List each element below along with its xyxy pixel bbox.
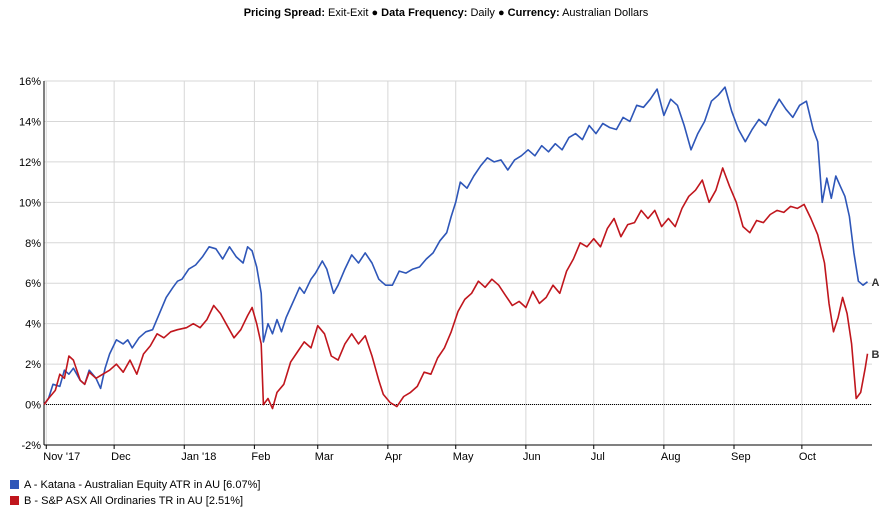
pricing-spread-label: Pricing Spread: — [243, 7, 325, 19]
x-tick-label: Dec — [111, 451, 131, 463]
line-chart: -2% 0% 2% 4% 6% 8% 10% 12% 14% 16% Nov '17 Dec Jan '… — [19, 76, 880, 463]
y-tick-label: 4% — [25, 319, 41, 331]
x-tick-label: Jul — [591, 451, 605, 463]
x-tick-label: Nov '17 — [43, 451, 80, 463]
y-tick-label: 12% — [19, 157, 41, 169]
y-tick-label: -2% — [21, 440, 41, 452]
header-separator: ● — [497, 7, 505, 19]
x-tick-label: Sep — [731, 451, 751, 463]
y-tick-label: 14% — [19, 116, 41, 128]
x-tick-label: Feb — [251, 451, 270, 463]
x-tick-label: May — [453, 451, 474, 463]
y-tick-label: 10% — [19, 197, 41, 209]
y-tick-label: 0% — [25, 400, 41, 412]
currency-label: Currency: — [507, 7, 560, 19]
legend-swatch-b — [10, 496, 19, 505]
x-tick-label: Apr — [385, 451, 402, 463]
data-frequency-label: Data Frequency: — [381, 7, 468, 19]
series-line-a — [43, 86, 868, 406]
pricing-spread-value: Exit-Exit — [328, 7, 369, 19]
chart-header: Pricing Spread: Exit-Exit ● Data Frequen… — [0, 6, 892, 20]
series-end-label-a: A — [871, 277, 879, 289]
legend-label-b: B - S&P ASX All Ordinaries TR in AU [2.5… — [24, 495, 244, 507]
y-tick-label: 16% — [19, 76, 41, 88]
legend-swatch-a — [10, 480, 19, 489]
y-tick-label: 2% — [25, 359, 41, 371]
x-tick-label: Mar — [315, 451, 334, 463]
legend-item-a: A - Katana - Australian Equity ATR in AU… — [10, 479, 260, 492]
x-tick-label: Oct — [799, 451, 816, 463]
header-separator: ● — [371, 7, 379, 19]
legend-label-a: A - Katana - Australian Equity ATR in AU… — [24, 479, 261, 491]
x-tick-label: Aug — [661, 451, 681, 463]
series-line-b — [43, 167, 869, 410]
legend-item-b: B - S&P ASX All Ordinaries TR in AU [2.5… — [10, 495, 243, 508]
currency-value: Australian Dollars — [562, 7, 649, 19]
y-tick-label: 6% — [25, 278, 41, 290]
data-frequency-value: Daily — [470, 7, 495, 19]
x-tick-label: Jun — [523, 451, 541, 463]
series-end-label-b: B — [871, 349, 879, 361]
x-tick-label: Jan '18 — [181, 451, 216, 463]
y-tick-label: 8% — [25, 238, 41, 250]
